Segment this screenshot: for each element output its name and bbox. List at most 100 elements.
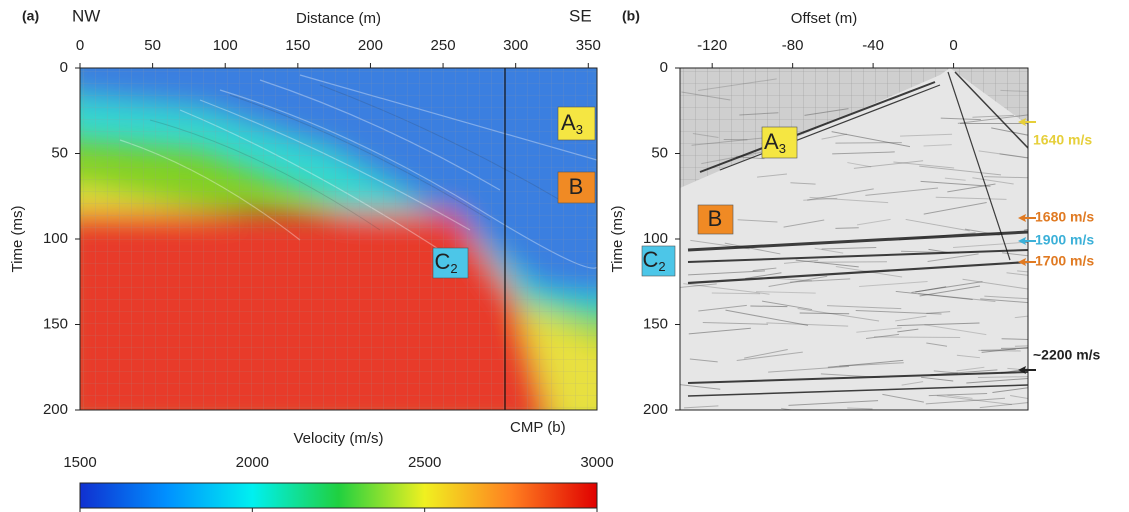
velocity-image xyxy=(80,68,597,410)
trace-texture xyxy=(926,342,948,347)
trace-texture xyxy=(1000,89,1028,93)
trace-texture xyxy=(923,201,987,215)
trace-texture xyxy=(936,395,1013,405)
trace-texture xyxy=(799,312,850,315)
trace-texture xyxy=(790,278,851,283)
trace-texture xyxy=(856,327,902,333)
annotation-box xyxy=(432,247,469,279)
trace-texture xyxy=(920,180,991,187)
y-tick-label: 0 xyxy=(660,59,668,76)
trace-texture xyxy=(925,397,1006,405)
trace-texture xyxy=(739,112,779,116)
annotation-text: A xyxy=(764,129,779,154)
trace-texture xyxy=(901,381,924,386)
trace-texture xyxy=(821,133,848,140)
y-tick-label: 200 xyxy=(43,401,68,418)
trace-texture xyxy=(698,78,777,92)
trace-texture xyxy=(919,285,981,297)
trace-texture xyxy=(921,376,954,382)
trace-texture xyxy=(980,298,1028,304)
annotation-text: B xyxy=(569,174,584,199)
trace-texture xyxy=(797,308,880,322)
trace-texture xyxy=(984,176,1028,179)
trace-texture xyxy=(821,247,877,250)
trace-texture xyxy=(768,275,828,287)
x-tick-label: 0 xyxy=(76,37,84,54)
trace-texture xyxy=(745,272,782,279)
reflector xyxy=(954,71,1028,149)
panel-label: (b) xyxy=(622,8,640,24)
trace-texture xyxy=(1014,345,1028,347)
trace-texture xyxy=(873,336,961,338)
trace-texture xyxy=(768,365,850,373)
trace-texture xyxy=(783,219,825,228)
trace-texture xyxy=(926,311,951,314)
x-axis-title: Offset (m) xyxy=(791,10,857,27)
trace-texture xyxy=(944,177,966,181)
trace-texture xyxy=(757,173,788,178)
reflector xyxy=(947,71,1011,261)
trace-texture xyxy=(803,197,838,201)
trace-texture xyxy=(895,290,973,300)
trace-texture xyxy=(927,253,979,262)
colorbar-tick-label: 3000 xyxy=(580,454,613,471)
trace-texture xyxy=(790,182,816,185)
trace-texture xyxy=(750,305,788,308)
reflector xyxy=(687,230,1028,252)
reflector xyxy=(699,81,936,173)
y-tick-label: 150 xyxy=(643,315,668,332)
annotation-box xyxy=(761,126,798,159)
y-tick-label: 50 xyxy=(651,144,668,161)
trace-texture xyxy=(814,261,887,263)
trace-texture xyxy=(999,153,1028,159)
trace-texture xyxy=(882,393,924,403)
colorbar-tick-label: 1500 xyxy=(63,454,96,471)
trace-texture xyxy=(698,304,747,312)
y-tick-label: 200 xyxy=(643,401,668,418)
trace-texture xyxy=(897,322,980,327)
y-tick-label: 100 xyxy=(43,230,68,247)
trace-texture xyxy=(688,270,765,276)
trace-texture xyxy=(766,322,849,327)
trace-texture xyxy=(711,292,761,295)
velocity-arrow xyxy=(1018,214,1036,222)
annotation-subscript: 2 xyxy=(450,261,457,276)
annotation-subscript: 3 xyxy=(779,141,786,156)
y-axis-title: Time (ms) xyxy=(9,206,26,273)
trace-texture xyxy=(684,405,719,409)
annotation-text: B xyxy=(708,206,723,231)
trace-texture xyxy=(972,114,1014,118)
annotation-box xyxy=(641,245,676,277)
trace-texture xyxy=(947,394,973,399)
trace-texture xyxy=(856,218,891,226)
trace-texture xyxy=(992,387,1028,393)
trace-texture xyxy=(962,278,1028,290)
trace-texture xyxy=(947,183,996,193)
trace-texture xyxy=(807,188,874,201)
trace-texture xyxy=(804,108,849,116)
trace-texture xyxy=(853,160,924,169)
trace-texture xyxy=(978,150,1028,159)
annotation-label: CMP (b) xyxy=(510,419,566,436)
annotation-label: A3 xyxy=(561,110,583,138)
trace-texture xyxy=(795,259,859,268)
y-tick-label: 50 xyxy=(51,144,68,161)
x-tick-label: 250 xyxy=(431,37,456,54)
trace-texture xyxy=(683,283,770,295)
x-tick-label: -40 xyxy=(862,37,884,54)
y-tick-label: 150 xyxy=(43,315,68,332)
annotation-box xyxy=(697,204,734,235)
reflector xyxy=(687,260,1028,285)
trace-texture xyxy=(893,161,955,169)
velocity-arrow xyxy=(1018,366,1036,374)
trace-texture xyxy=(897,328,919,333)
trace-texture xyxy=(737,219,778,223)
trace-texture xyxy=(809,196,889,204)
trace-texture xyxy=(1001,338,1028,340)
velocity-label: 1680 m/s xyxy=(1035,209,1094,225)
annotation-subscript: 3 xyxy=(576,122,583,137)
x-tick-label: -120 xyxy=(697,37,727,54)
direction-label: SE xyxy=(569,6,592,25)
annotation-box xyxy=(557,171,596,204)
